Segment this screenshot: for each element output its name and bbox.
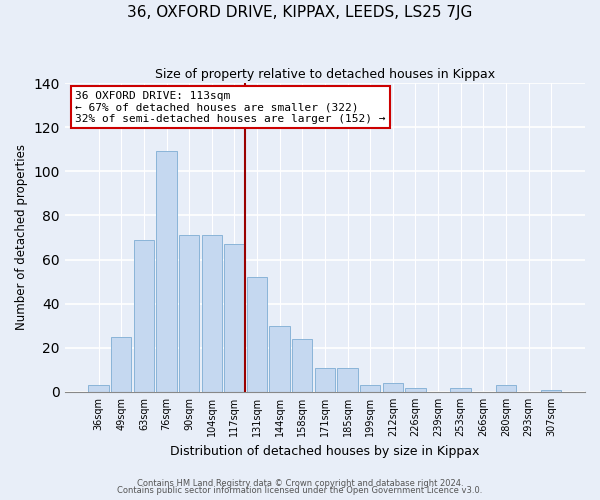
Text: 36 OXFORD DRIVE: 113sqm
← 67% of detached houses are smaller (322)
32% of semi-d: 36 OXFORD DRIVE: 113sqm ← 67% of detache… bbox=[75, 91, 386, 124]
X-axis label: Distribution of detached houses by size in Kippax: Distribution of detached houses by size … bbox=[170, 444, 479, 458]
Bar bbox=[111, 337, 131, 392]
Bar bbox=[157, 152, 176, 392]
Bar bbox=[496, 386, 516, 392]
Bar bbox=[315, 368, 335, 392]
Bar bbox=[360, 386, 380, 392]
Bar bbox=[405, 388, 425, 392]
Text: 36, OXFORD DRIVE, KIPPAX, LEEDS, LS25 7JG: 36, OXFORD DRIVE, KIPPAX, LEEDS, LS25 7J… bbox=[127, 5, 473, 20]
Bar bbox=[541, 390, 562, 392]
Bar bbox=[224, 244, 245, 392]
Bar bbox=[88, 386, 109, 392]
Bar bbox=[383, 383, 403, 392]
Bar bbox=[451, 388, 471, 392]
Y-axis label: Number of detached properties: Number of detached properties bbox=[15, 144, 28, 330]
Bar bbox=[179, 236, 199, 392]
Bar bbox=[337, 368, 358, 392]
Bar bbox=[134, 240, 154, 392]
Text: Contains HM Land Registry data © Crown copyright and database right 2024.: Contains HM Land Registry data © Crown c… bbox=[137, 478, 463, 488]
Bar bbox=[269, 326, 290, 392]
Bar bbox=[202, 236, 222, 392]
Bar bbox=[247, 277, 267, 392]
Text: Contains public sector information licensed under the Open Government Licence v3: Contains public sector information licen… bbox=[118, 486, 482, 495]
Title: Size of property relative to detached houses in Kippax: Size of property relative to detached ho… bbox=[155, 68, 495, 80]
Bar bbox=[292, 339, 313, 392]
